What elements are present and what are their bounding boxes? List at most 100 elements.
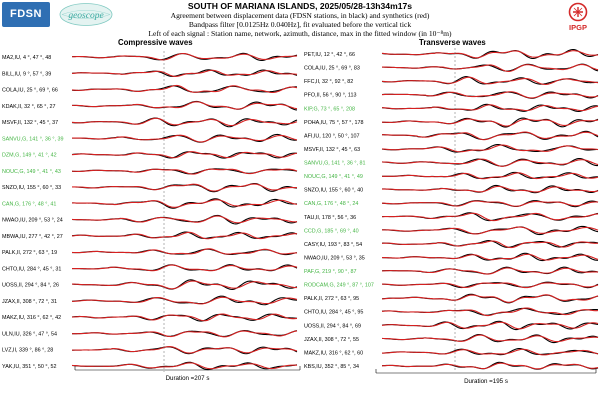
subtitle-agreement: Agreement between displacement data (FDS… bbox=[170, 11, 430, 20]
station-label: PALK,II, 272 °, 63 °, 19 bbox=[2, 250, 57, 256]
synthetic-trace bbox=[381, 282, 599, 289]
synthetic-trace bbox=[381, 226, 599, 235]
station-label: SNZO,IU, 155 °, 60 °, 33 bbox=[2, 185, 61, 191]
synthetic-trace bbox=[71, 168, 298, 175]
ipgp-logo[interactable]: IPGP bbox=[563, 2, 593, 34]
duration-label: Duration =195 s bbox=[464, 378, 508, 385]
synthetic-trace bbox=[71, 264, 298, 272]
station-label: PFO,II, 56 °, 90 °, 113 bbox=[304, 93, 356, 99]
station-label: SANVU,G, 141 °, 36 °, 81 bbox=[304, 161, 366, 167]
synthetic-trace bbox=[381, 76, 599, 86]
ipgp-emblem-icon bbox=[568, 2, 588, 22]
station-label: PAF,G, 219 °, 90 °, 87 bbox=[304, 269, 356, 275]
data-trace bbox=[381, 103, 599, 112]
synthetic-trace bbox=[381, 158, 599, 167]
synthetic-trace bbox=[71, 117, 298, 127]
synthetic-trace bbox=[381, 50, 599, 59]
synthetic-trace bbox=[71, 199, 298, 208]
synthetic-trace bbox=[381, 240, 599, 249]
data-trace bbox=[71, 168, 298, 175]
synthetic-trace bbox=[381, 104, 599, 112]
synthetic-trace bbox=[381, 212, 599, 222]
data-trace bbox=[71, 279, 298, 290]
synthetic-trace bbox=[71, 84, 298, 94]
station-label: CCD,G, 185 °, 69 °, 40 bbox=[304, 228, 359, 234]
station-label: KDAK,II, 32 °, 65 °, 27 bbox=[2, 104, 55, 110]
fdsn-logo-text: FDSN bbox=[10, 8, 42, 20]
compressive-panel-title: Compressive waves bbox=[118, 38, 193, 47]
subtitle-bandpass: Bandpass filter [0.0125Hz 0.040Hz], fit … bbox=[188, 20, 412, 29]
station-label: MSVF,II, 132 °, 45 °, 37 bbox=[2, 120, 58, 126]
station-label: JZAX,II, 308 °, 72 °, 31 bbox=[2, 299, 57, 305]
station-label: ULN,IU, 326 °, 47 °, 54 bbox=[2, 331, 57, 337]
synthetic-trace bbox=[381, 321, 599, 330]
synthetic-trace bbox=[381, 294, 599, 303]
transverse-panel-title: Transverse waves bbox=[419, 38, 486, 47]
duration-label: Duration =207 s bbox=[166, 375, 210, 382]
station-label: DZM,G, 149 °, 41 °, 42 bbox=[2, 153, 57, 159]
synthetic-trace bbox=[381, 362, 599, 370]
synthetic-trace bbox=[71, 248, 298, 255]
station-label: MAKZ,IU, 316 °, 62 °, 60 bbox=[304, 350, 363, 356]
synthetic-trace bbox=[71, 134, 298, 143]
station-label: CAN,G, 176 °, 48 °, 41 bbox=[2, 201, 56, 207]
station-label: AFI,IU, 120 °, 50 °, 107 bbox=[304, 133, 360, 139]
synthetic-trace bbox=[381, 144, 599, 153]
station-label: TAU,II, 178 °, 56 °, 36 bbox=[304, 215, 356, 221]
station-label: BILL,IU, 9 °, 57 °, 39 bbox=[2, 71, 51, 77]
synthetic-trace bbox=[71, 313, 298, 322]
globe-icon bbox=[59, 3, 113, 26]
synthetic-trace bbox=[381, 200, 599, 207]
data-trace bbox=[381, 48, 599, 60]
station-label: PET,IU, 12 °, 42 °, 66 bbox=[304, 52, 355, 58]
geoscope-logo-text: geoscope bbox=[68, 11, 104, 21]
synthetic-trace bbox=[71, 101, 298, 110]
data-trace bbox=[72, 182, 298, 193]
station-label: LVZ,II, 339 °, 86 °, 28 bbox=[2, 348, 53, 354]
synthetic-trace bbox=[71, 151, 298, 159]
synthetic-trace bbox=[381, 118, 599, 127]
station-label: NOUC,G, 149 °, 41 °, 43 bbox=[2, 169, 61, 175]
synthetic-trace bbox=[71, 330, 298, 338]
station-label: CAN,G, 176 °, 48 °, 24 bbox=[304, 201, 358, 207]
synthetic-trace bbox=[71, 296, 298, 305]
station-label: COLA,IU, 25 °, 69 °, 83 bbox=[304, 66, 360, 72]
synthetic-trace bbox=[381, 267, 599, 275]
station-label: PALK,II, 272 °, 63 °, 95 bbox=[304, 296, 359, 302]
synthetic-trace bbox=[71, 280, 297, 290]
station-label: RODCAM,G, 249 °, 87 °, 107 bbox=[304, 283, 374, 289]
station-label: NWAO,IU, 209 °, 53 °, 24 bbox=[2, 218, 63, 224]
station-label: SNZO,IU, 155 °, 60 °, 40 bbox=[304, 188, 363, 194]
station-label: CASY,IU, 193 °, 83 °, 54 bbox=[304, 242, 362, 248]
station-label: MSVF,II, 132 °, 45 °, 63 bbox=[304, 147, 360, 153]
synthetic-trace bbox=[381, 307, 599, 317]
fdsn-logo[interactable]: FDSN bbox=[2, 2, 50, 27]
synthetic-trace bbox=[71, 215, 298, 224]
station-label: COLA,IU, 25 °, 69 °, 66 bbox=[2, 88, 58, 94]
geoscope-logo[interactable]: geoscope bbox=[58, 2, 114, 27]
station-label: NWAO,IU, 209 °, 53 °, 35 bbox=[304, 255, 365, 261]
station-label: CHTO,IU, 284 °, 45 °, 31 bbox=[2, 266, 61, 272]
synthetic-trace bbox=[381, 91, 599, 99]
synthetic-trace bbox=[72, 183, 298, 192]
station-label: CHTO,IU, 284 °, 45 °, 95 bbox=[304, 310, 363, 316]
subtitle-legend: Left of each signal : Station name, netw… bbox=[148, 29, 452, 38]
station-label: JZAX,II, 308 °, 72 °, 55 bbox=[304, 337, 359, 343]
station-label: KIP,G, 73 °, 65 °, 208 bbox=[304, 106, 355, 112]
synthetic-trace bbox=[381, 172, 599, 180]
synthetic-trace bbox=[381, 63, 599, 72]
synthetic-trace bbox=[71, 362, 298, 370]
station-label: MA2,IU, 4 °, 47 °, 48 bbox=[2, 55, 51, 61]
station-label: UOSS,II, 294 °, 84 °, 69 bbox=[304, 323, 361, 329]
synthetic-trace bbox=[381, 348, 599, 356]
synthetic-trace bbox=[381, 185, 599, 193]
synthetic-trace bbox=[71, 52, 298, 61]
data-trace bbox=[381, 293, 599, 304]
data-trace bbox=[381, 361, 599, 370]
synthetic-trace bbox=[71, 69, 298, 77]
station-label: SANVU,G, 141 °, 36 °, 39 bbox=[2, 136, 64, 142]
station-label: KBS,IU, 352 °, 85 °, 34 bbox=[304, 364, 359, 370]
station-label: YAK,IU, 351 °, 50 °, 52 bbox=[2, 364, 57, 370]
